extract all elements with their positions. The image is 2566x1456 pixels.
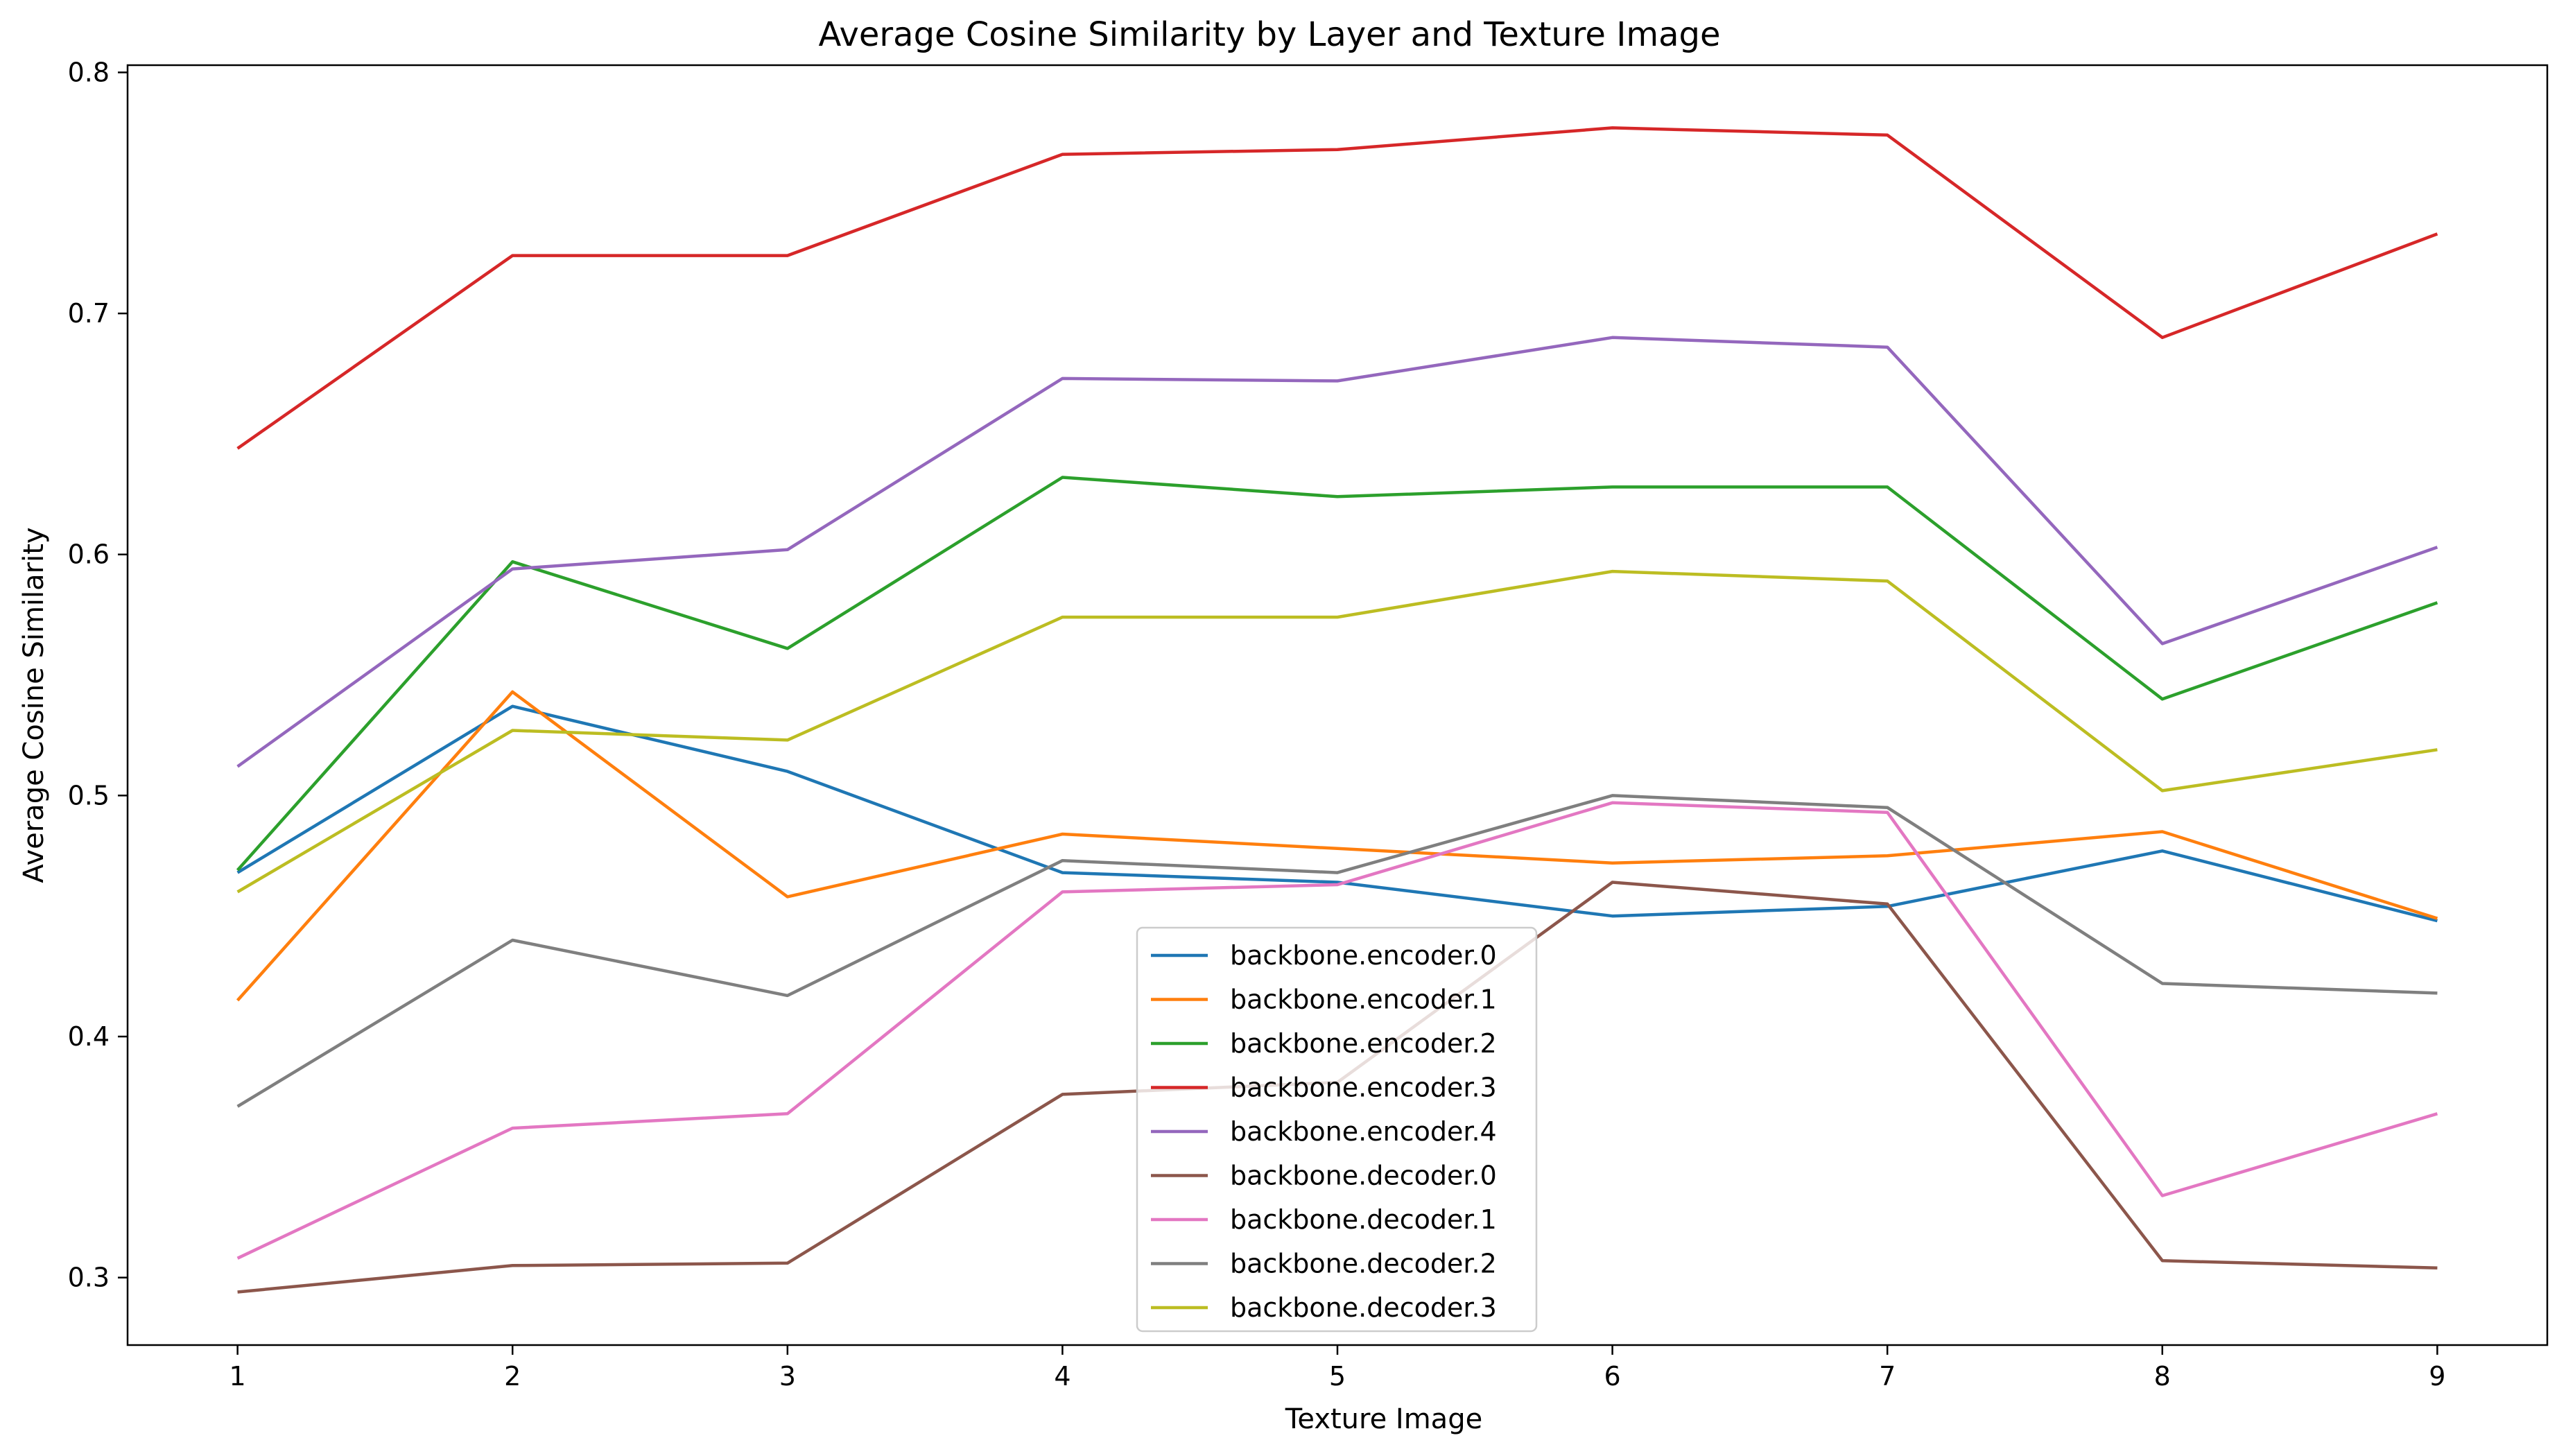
legend-item: backbone.encoder.4 bbox=[1151, 1116, 1497, 1147]
legend-item: backbone.encoder.0 bbox=[1151, 940, 1497, 971]
x-tick-label: 5 bbox=[1329, 1361, 1346, 1392]
series-line-backbone-encoder-0 bbox=[236, 704, 2438, 923]
x-tick-label: 7 bbox=[1879, 1361, 1896, 1392]
series-line-backbone-encoder-2 bbox=[236, 476, 2438, 872]
series-line-backbone-encoder-1 bbox=[236, 690, 2438, 1002]
legend-label: backbone.decoder.0 bbox=[1230, 1161, 1497, 1191]
legend-label: backbone.decoder.2 bbox=[1230, 1249, 1497, 1279]
legend-item: backbone.encoder.3 bbox=[1151, 1073, 1497, 1103]
legend-label: backbone.encoder.1 bbox=[1230, 985, 1497, 1015]
y-tick-label: 0.5 bbox=[68, 780, 110, 811]
legend-label: backbone.encoder.4 bbox=[1230, 1116, 1497, 1147]
series-line-backbone-decoder-3 bbox=[236, 569, 2438, 894]
legend-label: backbone.decoder.3 bbox=[1230, 1292, 1497, 1323]
legend-frame bbox=[1136, 926, 1538, 1333]
x-tick-label: 1 bbox=[229, 1361, 246, 1392]
y-axis-ticks: 0.3 0.4 0.5 0.6 0.7 0.8 bbox=[68, 57, 128, 1293]
series-line-backbone-decoder-1 bbox=[236, 801, 2438, 1260]
y-tick-label: 0.4 bbox=[68, 1021, 110, 1052]
legend-label: backbone.decoder.1 bbox=[1230, 1204, 1497, 1235]
legend-item: backbone.encoder.1 bbox=[1151, 985, 1497, 1015]
legend-item: backbone.decoder.1 bbox=[1151, 1204, 1497, 1235]
legend-item: backbone.decoder.2 bbox=[1151, 1249, 1497, 1279]
series-line-backbone-encoder-3 bbox=[236, 126, 2438, 450]
y-tick-label: 0.6 bbox=[68, 539, 110, 570]
x-tick-label: 4 bbox=[1054, 1361, 1070, 1392]
x-tick-label: 6 bbox=[1604, 1361, 1620, 1392]
x-tick-label: 9 bbox=[2429, 1361, 2445, 1392]
series-line-backbone-decoder-2 bbox=[236, 794, 2438, 1108]
legend-item: backbone.decoder.0 bbox=[1151, 1161, 1497, 1191]
chart-title: Average Cosine Similarity by Layer and T… bbox=[818, 15, 1720, 54]
y-tick-label: 0.8 bbox=[68, 57, 110, 87]
plot-frame bbox=[126, 64, 2549, 1346]
legend: backbone.encoder.0 backbone.encoder.1 back… bbox=[1136, 926, 1538, 1333]
x-tick-label: 8 bbox=[2154, 1361, 2171, 1392]
y-tick-label: 0.7 bbox=[68, 298, 110, 329]
y-tick-label: 0.3 bbox=[68, 1263, 110, 1293]
legend-item: backbone.encoder.2 bbox=[1151, 1028, 1497, 1059]
x-axis-title: Texture Image bbox=[1285, 1403, 1482, 1435]
legend-item: backbone.decoder.3 bbox=[1151, 1292, 1497, 1323]
legend-label: backbone.encoder.2 bbox=[1230, 1028, 1497, 1059]
x-axis-ticks: 1 2 3 4 5 6 7 8 9 bbox=[229, 1345, 2445, 1392]
legend-label: backbone.encoder.3 bbox=[1230, 1073, 1497, 1103]
y-axis-title: Average Cosine Similarity bbox=[18, 527, 50, 883]
series-line-backbone-encoder-4 bbox=[236, 336, 2438, 768]
x-tick-label: 3 bbox=[779, 1361, 796, 1392]
legend-label: backbone.encoder.0 bbox=[1230, 940, 1497, 971]
x-tick-label: 2 bbox=[504, 1361, 521, 1392]
